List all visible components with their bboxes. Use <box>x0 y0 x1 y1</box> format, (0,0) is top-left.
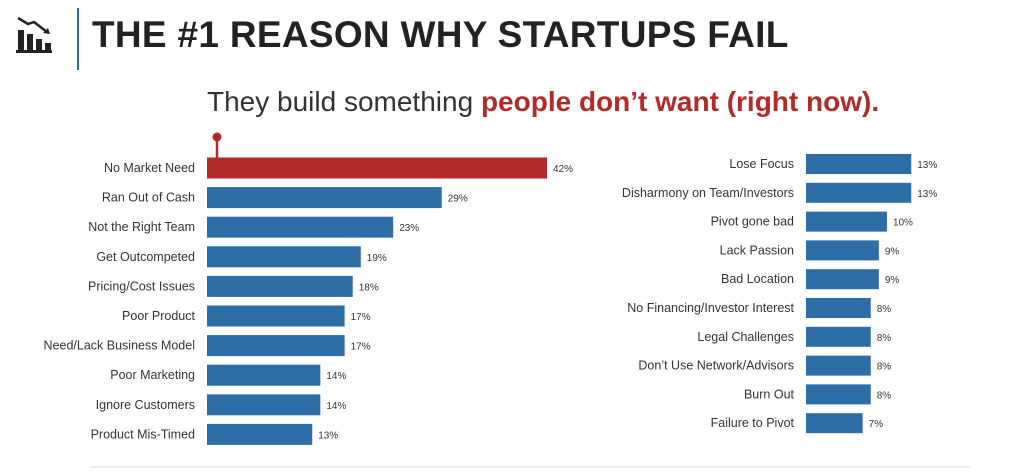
category-label: Not the Right Team <box>88 220 195 234</box>
data-label: 9% <box>885 275 900 286</box>
category-label: Ran Out of Cash <box>102 191 195 205</box>
data-label: 29% <box>448 194 468 205</box>
category-label: Don’t Use Network/Advisors <box>638 359 794 373</box>
data-label: 13% <box>917 160 937 171</box>
data-label: 18% <box>359 282 379 293</box>
data-label: 8% <box>877 390 892 401</box>
category-label: Burn Out <box>744 387 795 401</box>
category-label: No Financing/Investor Interest <box>627 301 794 315</box>
bar <box>207 423 313 445</box>
bar <box>207 364 321 386</box>
bar <box>207 335 345 357</box>
bar <box>207 275 353 297</box>
category-label: Bad Location <box>721 272 794 286</box>
bar <box>806 154 912 174</box>
bar <box>806 413 863 434</box>
data-label: 13% <box>318 430 338 441</box>
category-label: Disharmony on Team/Investors <box>622 186 794 200</box>
data-label: 42% <box>553 164 573 175</box>
bar <box>806 355 871 376</box>
data-label: 8% <box>877 362 892 373</box>
data-label: 8% <box>877 333 892 344</box>
data-label: 17% <box>351 312 371 323</box>
category-label: Lose Focus <box>729 157 794 171</box>
data-label: 14% <box>326 401 346 412</box>
bar <box>806 182 912 203</box>
chart-right: Lose Focus 13% Disharmony on Team/Investor… <box>622 154 937 434</box>
subtitle-text: They build something <box>207 86 481 117</box>
category-label: Legal Challenges <box>697 330 794 344</box>
bar <box>806 326 871 347</box>
bar <box>207 246 361 268</box>
chart-subtitle: They build something people don’t want (… <box>207 86 879 118</box>
category-label: Lack Passion <box>720 243 794 257</box>
category-label: Get Outcompeted <box>96 250 195 264</box>
data-label: 23% <box>399 223 419 234</box>
bar <box>806 269 879 290</box>
data-label: 17% <box>351 342 371 353</box>
bottom-rule <box>90 466 970 468</box>
bar <box>806 211 887 232</box>
bar <box>806 384 871 405</box>
category-label: No Market Need <box>104 161 195 175</box>
page-title: THE #1 REASON WHY STARTUPS FAIL <box>92 14 789 55</box>
category-label: Product Mis-Timed <box>91 427 195 441</box>
bar <box>207 394 321 416</box>
data-label: 19% <box>367 253 387 264</box>
chart-left: No Market Need 42% Ran Out of Cash 29% Not t… <box>44 132 573 445</box>
data-label: 7% <box>869 419 884 430</box>
bar <box>806 298 871 318</box>
category-label: Pricing/Cost Issues <box>88 279 195 293</box>
header-divider <box>77 8 79 70</box>
category-label: Pivot gone bad <box>711 215 794 229</box>
declining-bar-chart-icon <box>16 16 52 53</box>
category-label: Need/Lack Business Model <box>44 339 195 353</box>
bar <box>207 187 442 209</box>
subtitle-highlight: people don’t want (right now). <box>480 86 880 117</box>
data-label: 8% <box>877 304 892 315</box>
bar <box>207 305 345 327</box>
bar <box>207 157 547 179</box>
data-label: 14% <box>326 371 346 382</box>
bar <box>806 240 879 261</box>
category-label: Ignore Customers <box>96 398 195 412</box>
data-label: 10% <box>893 218 913 229</box>
highlight-pin-head <box>212 132 222 142</box>
category-label: Poor Marketing <box>110 368 195 382</box>
category-label: Poor Product <box>122 309 195 323</box>
bar <box>207 216 394 238</box>
data-label: 13% <box>917 189 937 200</box>
category-label: Failure to Pivot <box>711 416 795 430</box>
data-label: 9% <box>885 246 900 257</box>
